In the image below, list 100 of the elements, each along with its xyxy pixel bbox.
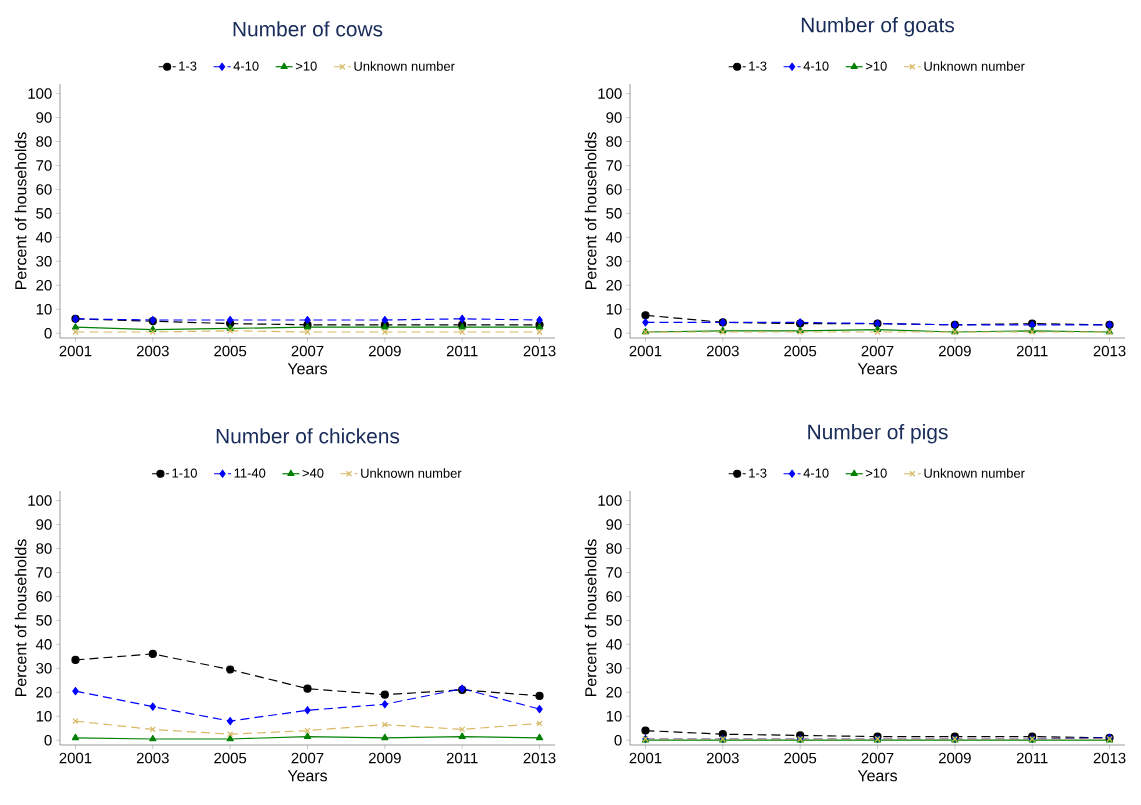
y-tick-label: 30 [606,256,622,267]
y-tick-label: 30 [606,663,622,674]
y-tick-label: 10 [36,303,52,315]
x-tick-label: 2003 [706,345,739,357]
chart-title: Number of cows [233,21,383,37]
legend-label: 4-10 [233,61,259,71]
y-tick-label: 80 [36,543,52,554]
y-tick-label: 20 [36,279,52,291]
y-tick-label: 50 [36,615,52,626]
x-axis-title: Years [857,363,898,375]
legend-label: >40 [302,468,324,478]
x-tick-label: 2001 [59,345,92,357]
x-tick-label: 2011 [1016,345,1048,357]
chart-title: Number of goats [801,17,955,37]
legend-label: 1-3 [749,468,767,478]
x-tick-label: 2013 [1093,752,1126,764]
y-tick-label: 70 [606,160,622,171]
y-tick-label: 40 [605,639,622,650]
y-tick-label: 70 [36,567,52,578]
y-tick-label: 10 [606,303,622,315]
legend-label: >10 [865,468,887,478]
y-tick-label: 80 [606,136,622,147]
x-tick-label: 2003 [706,752,739,764]
x-tick-label: 2011 [1016,752,1048,764]
legend-label: 1-3 [179,61,197,71]
y-tick-label: 90 [36,519,52,530]
y-tick-label: 70 [36,160,52,171]
legend-label: Unknown number [361,468,462,478]
x-tick-label: 2005 [214,752,247,764]
y-axis-title: Percent of households [14,539,27,696]
y-tick-label: 60 [606,184,622,195]
x-tick-label: 2005 [784,345,817,357]
x-axis-title: Years [857,770,898,782]
y-tick-label: 70 [606,567,622,578]
x-tick-label: 2013 [523,345,556,357]
x-axis-title: Years [287,770,328,782]
x-tick-label: 2001 [59,752,92,764]
y-tick-label: 80 [36,136,52,147]
x-tick-label: 2007 [861,752,894,764]
y-axis-title: Percent of households [14,132,27,289]
legend-label: Unknown number [924,61,1025,71]
y-tick-label: 20 [606,686,622,698]
legend-label: >10 [865,61,887,71]
y-tick-label: 90 [606,112,622,123]
legend-label: 11-40 [234,468,266,478]
y-tick-label: 50 [606,208,622,219]
x-tick-label: 2007 [861,345,894,357]
y-tick-label: 50 [606,615,622,626]
y-tick-label: 10 [36,710,52,722]
y-tick-label: 80 [606,543,622,554]
y-tick-label: 40 [605,232,622,243]
legend-label: 1-3 [749,61,767,71]
y-tick-label: 90 [606,519,622,530]
x-tick-label: 2013 [1093,345,1126,357]
chart-title: Number of pigs [808,424,948,444]
y-tick-label: 0 [614,327,622,339]
legend-label: Unknown number [354,61,455,71]
y-tick-label: 90 [36,112,52,123]
y-tick-label: 60 [606,591,622,602]
y-tick-label: 40 [35,639,52,650]
y-tick-label: 60 [36,184,52,195]
legend-label: 1-10 [172,468,197,478]
x-tick-label: 2003 [136,752,169,764]
x-tick-label: 2009 [368,752,401,764]
y-tick-label: 0 [44,734,52,746]
x-tick-label: 2011 [446,752,478,764]
x-tick-label: 2007 [291,752,324,764]
y-axis-title: Percent of households [584,132,597,289]
y-tick-label: 30 [36,663,52,674]
y-tick-label: 10 [606,710,622,722]
x-tick-label: 2013 [523,752,556,764]
y-tick-label: 30 [36,256,52,267]
y-tick-label: 0 [614,734,622,746]
legend-label: Unknown number [924,468,1025,478]
legend-label: >10 [295,61,317,71]
y-tick-label: 50 [36,208,52,219]
y-tick-label: 0 [44,327,52,339]
x-tick-label: 2009 [368,345,401,357]
x-tick-label: 2003 [136,345,169,357]
chart-title: Number of chickens [216,428,400,444]
y-tick-label: 100 [28,88,52,99]
legend-label: 4-10 [803,468,829,478]
y-tick-label: 20 [36,686,52,698]
x-tick-label: 2001 [629,345,662,357]
x-tick-label: 2005 [214,345,247,357]
y-tick-label: 40 [35,232,52,243]
y-axis-title: Percent of households [584,539,597,696]
y-tick-label: 100 [598,495,622,506]
x-tick-label: 2009 [938,752,971,764]
y-tick-label: 20 [606,279,622,291]
x-axis-title: Years [287,363,328,375]
x-tick-label: 2001 [629,752,662,764]
y-tick-label: 100 [598,88,622,99]
x-tick-label: 2011 [446,345,478,357]
y-tick-label: 60 [36,591,52,602]
y-tick-label: 100 [28,495,52,506]
x-tick-label: 2005 [784,752,817,764]
x-tick-label: 2009 [938,345,971,357]
x-tick-label: 2007 [291,345,324,357]
legend-label: 4-10 [803,61,829,71]
